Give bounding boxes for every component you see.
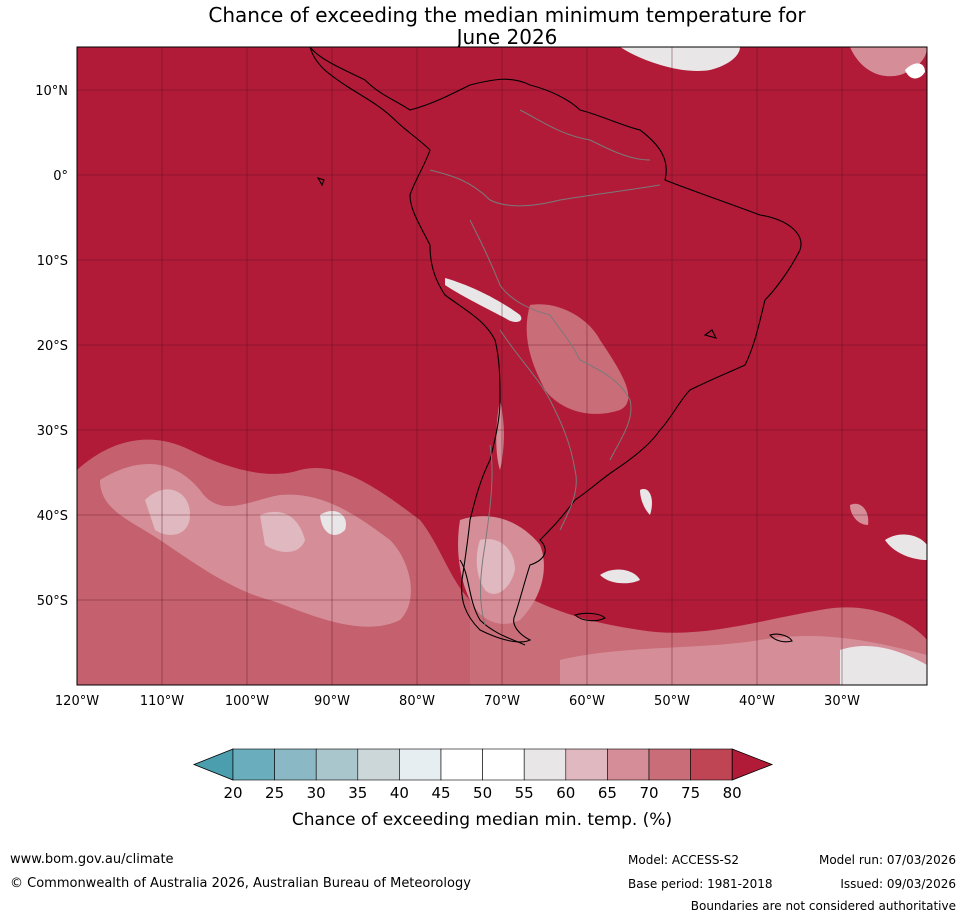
colorbar-segment bbox=[690, 748, 733, 781]
colorbar-tick-label: 70 bbox=[639, 784, 658, 802]
model-text: Model: ACCESS-S2 bbox=[628, 853, 740, 867]
colorbar-segment bbox=[523, 748, 567, 781]
latitude-labels: 10°N 0° 10°S 20°S 30°S 40°S 50°S bbox=[35, 84, 68, 609]
map-gridlines bbox=[77, 47, 927, 685]
chart-title: Chance of exceeding the median minimum t… bbox=[77, 4, 937, 48]
colorbar-segment bbox=[648, 748, 691, 781]
lon-label: 110°W bbox=[140, 694, 184, 709]
colorbar-segment bbox=[357, 748, 400, 781]
lat-label: 0° bbox=[53, 169, 68, 184]
colorbar-tick-label: 25 bbox=[265, 784, 284, 802]
colorbar-tick-label: 20 bbox=[223, 784, 242, 802]
colorbar-segment bbox=[482, 748, 525, 781]
colorbar-tick-label: 40 bbox=[390, 784, 409, 802]
colorbar-tick-label: 75 bbox=[681, 784, 700, 802]
lon-label: 80°W bbox=[399, 694, 435, 709]
colorbar-tick-label: 50 bbox=[473, 784, 492, 802]
lon-label: 120°W bbox=[55, 694, 99, 709]
colorbar-tick-label: 35 bbox=[348, 784, 367, 802]
colorbar-under-arrow bbox=[192, 748, 234, 781]
colorbar-segment bbox=[399, 748, 442, 781]
website-text: www.bom.gov.au/climate bbox=[10, 852, 174, 867]
colorbar-segment bbox=[274, 748, 317, 781]
colorbar: 20 25 30 35 40 45 50 55 60 65 70 75 80 bbox=[192, 748, 774, 802]
map-frame bbox=[76, 46, 928, 686]
colorbar-segment bbox=[565, 748, 608, 781]
lon-label: 70°W bbox=[484, 694, 520, 709]
title-line-1: Chance of exceeding the median minimum t… bbox=[208, 3, 806, 27]
probability-contours bbox=[77, 47, 927, 685]
colorbar-tick-label: 30 bbox=[307, 784, 326, 802]
colorbar-segment bbox=[440, 748, 483, 781]
title-line-2: June 2026 bbox=[456, 25, 558, 49]
lat-label: 40°S bbox=[37, 509, 68, 524]
lat-label: 10°N bbox=[35, 84, 68, 99]
lat-label: 20°S bbox=[37, 339, 68, 354]
country-borders bbox=[429, 109, 661, 626]
colorbar-tick-label: 80 bbox=[723, 784, 742, 802]
issued-text: Issued: 09/03/2026 bbox=[840, 877, 956, 891]
colorbar-over-arrow bbox=[731, 748, 774, 781]
lon-label: 50°W bbox=[654, 694, 690, 709]
lon-label: 30°W bbox=[824, 694, 860, 709]
lat-label: 50°S bbox=[37, 594, 68, 609]
colorbar-tick-label: 65 bbox=[598, 784, 617, 802]
map-panel bbox=[77, 47, 927, 685]
colorbar-segment bbox=[607, 748, 650, 781]
lon-label: 40°W bbox=[739, 694, 775, 709]
lon-label: 100°W bbox=[225, 694, 269, 709]
copyright-text: © Commonwealth of Australia 2026, Austra… bbox=[10, 876, 471, 891]
lon-label: 60°W bbox=[569, 694, 605, 709]
colorbar-segment bbox=[315, 748, 359, 781]
disclaimer-text: Boundaries are not considered authoritat… bbox=[690, 899, 956, 913]
colorbar-tick-label: 55 bbox=[515, 784, 534, 802]
lat-label: 10°S bbox=[37, 254, 68, 269]
colorbar-tick-label: 60 bbox=[556, 784, 575, 802]
longitude-labels: 120°W 110°W 100°W 90°W 80°W 70°W 60°W 50°W 40°W 3… bbox=[55, 694, 860, 709]
lat-label: 30°S bbox=[37, 424, 68, 439]
colorbar-label: Chance of exceeding median min. temp. (%… bbox=[292, 810, 672, 830]
colorbar-tick-label: 45 bbox=[431, 784, 450, 802]
base-period-text: Base period: 1981-2018 bbox=[628, 877, 773, 891]
model-run-text: Model run: 07/03/2026 bbox=[818, 853, 956, 867]
coastlines bbox=[309, 47, 802, 646]
colorbar-segment bbox=[232, 748, 275, 781]
lon-label: 90°W bbox=[314, 694, 350, 709]
